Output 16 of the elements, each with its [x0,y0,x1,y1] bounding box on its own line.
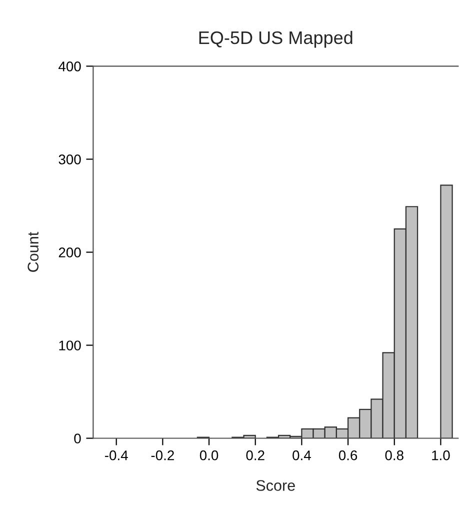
x-tick-label: 0.8 [385,450,404,460]
y-tick-label: 0 [74,434,81,444]
x-tick-label: -0.2 [151,450,174,460]
y-tick-label: 100 [59,340,81,350]
chart-title: EQ-5D US Mapped [199,30,352,48]
x-tick-label: -0.4 [104,450,128,460]
y-tick-label: 300 [58,154,81,164]
x-tick-label: 0.4 [292,450,311,460]
y-tick-label: 200 [58,248,81,258]
y-axis-title: Count [28,232,39,272]
x-tick-label: 0.6 [338,450,358,460]
x-tick-label: 1.0 [432,450,450,460]
x-tick-label: 0.2 [246,450,264,460]
y-tick-label: 400 [58,62,81,72]
x-axis-title: Score [256,480,295,491]
x-tick-label: 0.0 [200,450,218,460]
